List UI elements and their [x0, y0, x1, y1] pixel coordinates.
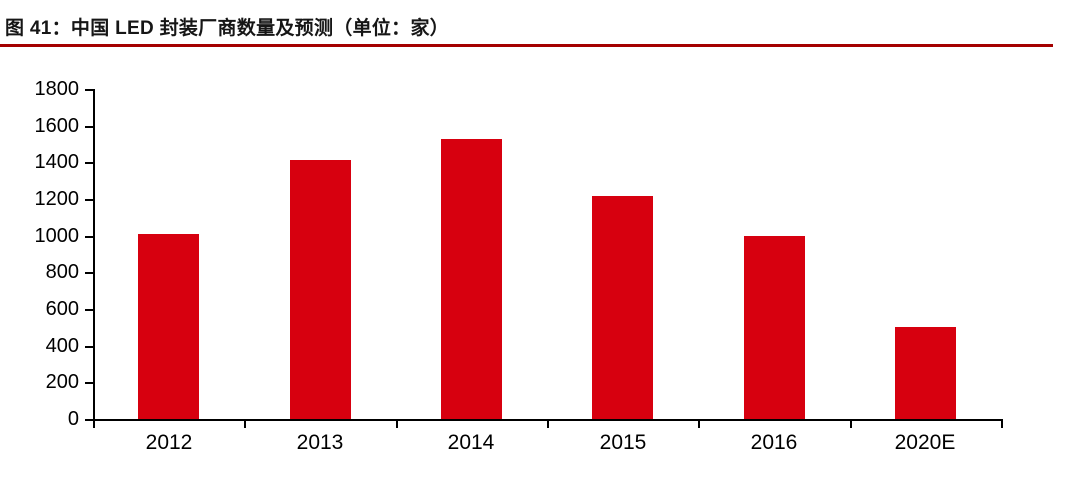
y-tick	[85, 199, 93, 201]
x-tick-label: 2014	[447, 431, 495, 454]
y-tick	[85, 419, 93, 421]
figure-title: 图 41：中国 LED 封装厂商数量及预测（单位：家）	[5, 18, 450, 39]
y-tick	[85, 126, 93, 128]
bar	[895, 327, 956, 419]
y-tick-label: 1200	[34, 188, 80, 210]
y-tick	[85, 382, 93, 384]
y-tick-label: 400	[45, 335, 79, 357]
x-tick	[698, 419, 700, 428]
x-tick-label: 2020E	[894, 431, 956, 454]
y-tick	[85, 236, 93, 238]
x-tick-label: 2016	[750, 431, 798, 454]
y-axis-line	[93, 89, 95, 419]
y-tick	[85, 162, 93, 164]
x-tick	[850, 419, 852, 428]
y-tick	[85, 89, 93, 91]
y-tick-label: 1600	[34, 115, 80, 137]
y-tick-label: 1800	[34, 78, 80, 100]
bar	[744, 236, 805, 419]
bar	[290, 160, 351, 419]
y-tick-label: 1000	[34, 225, 80, 247]
y-tick	[85, 309, 93, 311]
y-tick-label: 200	[45, 371, 79, 393]
y-tick-label: 1400	[34, 151, 80, 173]
bar	[592, 196, 653, 419]
title-underline	[0, 44, 1053, 47]
x-tick	[244, 419, 246, 428]
x-tick-label: 2013	[296, 431, 344, 454]
y-tick-label: 600	[45, 298, 79, 320]
x-tick-label: 2012	[145, 431, 193, 454]
bar	[441, 139, 502, 419]
y-tick-label: 0	[67, 408, 79, 430]
x-tick	[396, 419, 398, 428]
y-tick-label: 800	[45, 261, 79, 283]
x-tick	[1001, 419, 1003, 428]
x-tick	[93, 419, 95, 428]
bar	[138, 234, 199, 419]
x-tick	[547, 419, 549, 428]
y-tick	[85, 272, 93, 274]
y-tick	[85, 346, 93, 348]
x-tick-label: 2015	[599, 431, 647, 454]
